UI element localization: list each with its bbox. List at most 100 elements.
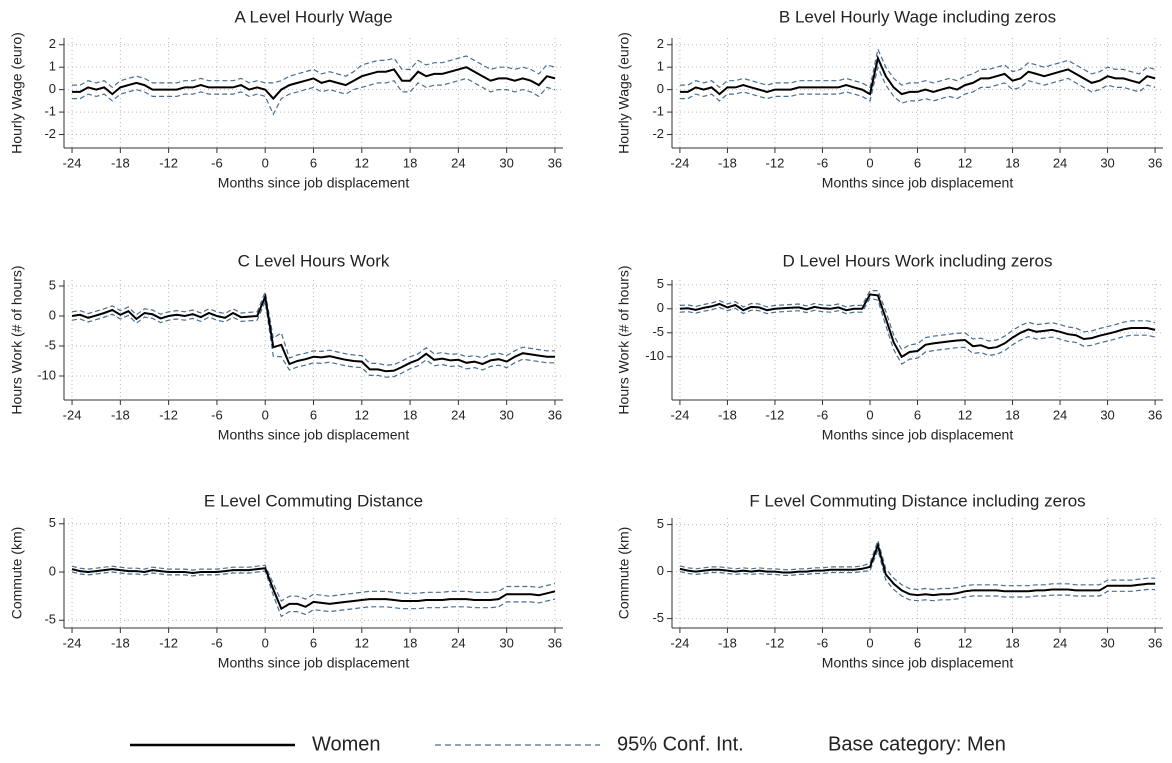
ci-line <box>71 564 556 602</box>
ci-line <box>71 289 555 366</box>
y-tick-label: -5 <box>44 612 56 627</box>
panel-title: A Level Hourly Wage <box>234 7 392 26</box>
x-tick-label: 12 <box>355 407 369 422</box>
y-tick-label: 0 <box>657 563 664 578</box>
x-axis-label: Months since job displacement <box>218 655 410 671</box>
y-tick-label: 5 <box>657 276 664 291</box>
ci-line <box>679 65 1156 104</box>
estimate-line <box>679 293 1156 359</box>
x-tick-label: 24 <box>1053 155 1067 170</box>
y-tick-label: 0 <box>49 307 56 322</box>
ci-line <box>679 47 1156 89</box>
y-tick-label: 5 <box>49 515 56 530</box>
x-tick-label: 6 <box>310 635 317 650</box>
y-tick-label: 0 <box>49 81 56 96</box>
x-tick-label: -12 <box>159 155 178 170</box>
y-tick-label: 0 <box>657 81 664 96</box>
x-axis-label: Months since job displacement <box>822 655 1014 671</box>
ci-line <box>72 55 556 89</box>
x-tick-label: 36 <box>548 155 562 170</box>
y-tick-label: -2 <box>44 126 56 141</box>
x-tick-label: -24 <box>671 635 690 650</box>
x-tick-label: 0 <box>262 155 269 170</box>
x-tick-label: 24 <box>451 407 465 422</box>
x-tick-label: 0 <box>262 635 269 650</box>
legend-label: 95% Conf. Int. <box>617 733 744 755</box>
x-tick-label: -18 <box>718 407 737 422</box>
x-tick-label: -6 <box>817 155 829 170</box>
panel-title: D Level Hours Work including zeros <box>783 251 1053 270</box>
ci-line <box>679 538 1156 591</box>
x-tick-label: 6 <box>310 407 317 422</box>
y-tick-label: 0 <box>49 563 56 578</box>
x-axis-label: Months since job displacement <box>822 175 1014 191</box>
x-tick-label: -6 <box>211 155 223 170</box>
x-tick-label: 24 <box>451 155 465 170</box>
x-tick-label: 12 <box>355 155 369 170</box>
x-tick-label: -24 <box>671 155 690 170</box>
x-tick-label: -24 <box>671 407 690 422</box>
x-tick-label: 24 <box>451 635 465 650</box>
x-tick-label: 6 <box>914 635 921 650</box>
x-tick-label: -12 <box>159 635 178 650</box>
x-tick-label: 12 <box>355 635 369 650</box>
x-tick-label: 30 <box>1100 635 1114 650</box>
y-axis-label: Hourly Wage (euro) <box>9 32 25 154</box>
ci-line <box>72 77 556 116</box>
x-tick-label: 36 <box>548 635 562 650</box>
x-tick-label: -12 <box>766 635 785 650</box>
estimate-line <box>679 542 1156 597</box>
x-tick-label: 24 <box>1053 635 1067 650</box>
y-tick-label: 2 <box>657 36 664 51</box>
x-tick-label: 36 <box>1148 407 1162 422</box>
y-tick-label: -5 <box>652 610 664 625</box>
y-tick-label: -2 <box>652 126 664 141</box>
x-axis-label: Months since job displacement <box>218 175 410 191</box>
y-tick-label: 2 <box>49 36 56 51</box>
x-tick-label: 18 <box>403 407 417 422</box>
ci-line <box>71 299 555 378</box>
ci-line <box>679 290 1156 351</box>
x-axis-label: Months since job displacement <box>218 427 410 443</box>
y-axis-label: Hours Work (# of hours) <box>9 265 25 414</box>
ci-line <box>679 297 1156 365</box>
y-tick-label: -1 <box>44 104 56 119</box>
x-tick-label: 18 <box>1005 635 1019 650</box>
x-tick-label: 12 <box>958 635 972 650</box>
y-tick-label: 0 <box>657 300 664 315</box>
y-tick-label: -10 <box>645 348 664 363</box>
x-tick-label: 30 <box>1100 407 1114 422</box>
x-tick-label: -24 <box>63 155 82 170</box>
x-tick-label: -18 <box>718 635 737 650</box>
x-tick-label: 36 <box>1148 155 1162 170</box>
x-tick-label: 0 <box>866 155 873 170</box>
x-tick-label: -6 <box>817 635 829 650</box>
panel-title: E Level Commuting Distance <box>204 491 423 510</box>
y-tick-label: -5 <box>652 324 664 339</box>
x-tick-label: 36 <box>1148 635 1162 650</box>
x-tick-label: -6 <box>817 407 829 422</box>
estimate-line <box>71 567 556 611</box>
x-tick-label: 30 <box>1100 155 1114 170</box>
y-tick-label: 1 <box>657 59 664 74</box>
x-tick-label: 18 <box>1005 155 1019 170</box>
panel-title: B Level Hourly Wage including zeros <box>779 7 1056 26</box>
x-tick-label: -6 <box>211 635 223 650</box>
y-tick-label: -5 <box>44 337 56 352</box>
x-tick-label: 24 <box>1053 407 1067 422</box>
y-axis-label: Hours Work (# of hours) <box>616 265 632 414</box>
estimate-line <box>679 54 1156 96</box>
x-tick-label: 6 <box>914 155 921 170</box>
y-tick-label: 5 <box>657 516 664 531</box>
ci-line <box>71 570 556 618</box>
x-tick-label: 0 <box>866 635 873 650</box>
x-tick-label: -12 <box>766 407 785 422</box>
x-tick-label: 18 <box>403 155 417 170</box>
x-tick-label: 18 <box>403 635 417 650</box>
panel-title: F Level Commuting Distance including zer… <box>749 491 1085 510</box>
x-tick-label: 30 <box>499 155 513 170</box>
y-axis-label: Hourly Wage (euro) <box>616 32 632 154</box>
panel-title: C Level Hours Work <box>238 251 390 270</box>
x-tick-label: -18 <box>718 155 737 170</box>
